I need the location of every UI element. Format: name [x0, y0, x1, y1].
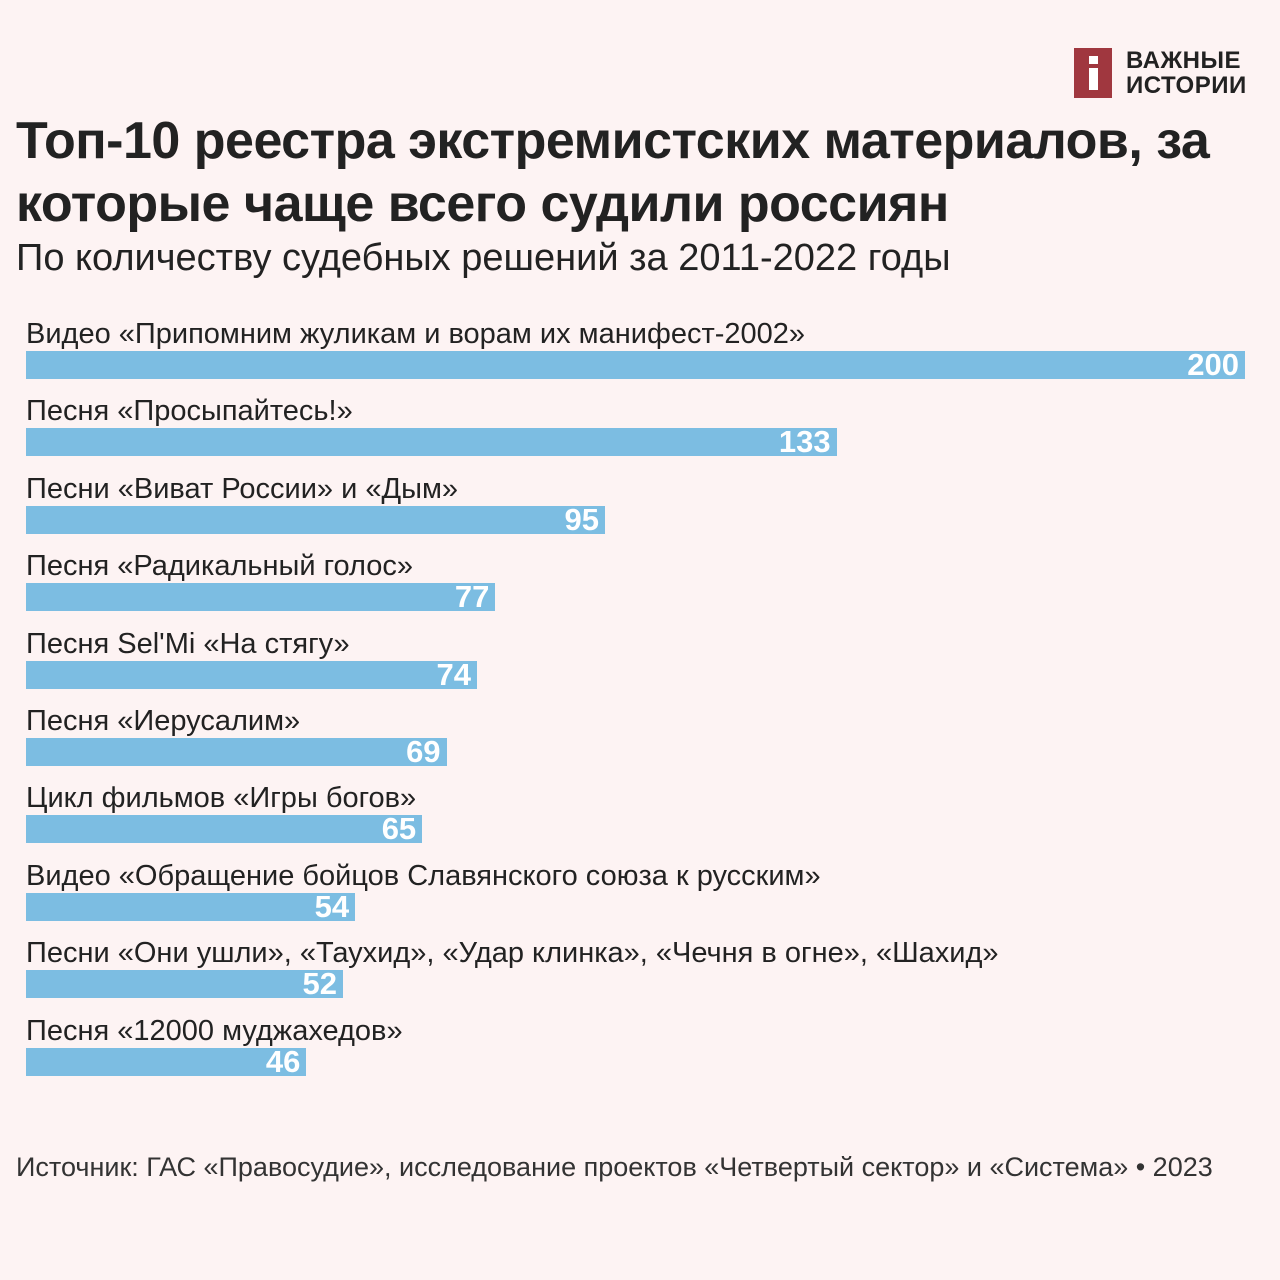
category-label: Песня «Просыпайтесь!» — [26, 395, 353, 428]
category-label: Песня «Радикальный голос» — [26, 550, 414, 583]
logo: ВАЖНЫЕ ИСТОРИИ — [1074, 48, 1247, 98]
category-label: Песня «12000 муджахедов» — [26, 1014, 403, 1047]
category-label: Песня «Иерусалим» — [26, 705, 301, 737]
bar: 69 — [26, 734, 447, 769]
value-label: 52 — [302, 966, 337, 1002]
chart-subtitle: По количеству судебных решений за 2011-2… — [16, 237, 951, 279]
category-label: Песня Sel'Mi «На стягу» — [26, 627, 350, 660]
value-label: 46 — [265, 1043, 301, 1079]
bar: 95 — [26, 501, 606, 537]
category-label: Песни «Виват России» и «Дым» — [26, 472, 459, 505]
bar: 52 — [26, 966, 343, 1002]
bar: 65 — [26, 811, 423, 847]
chart-title: Топ-10 реестра экстремистских материалов… — [16, 112, 1210, 233]
source-note: Источник: ГАС «Правосудие», исследование… — [16, 1152, 1213, 1182]
value-label: 65 — [381, 811, 417, 847]
value-label: 54 — [314, 888, 350, 924]
value-label: 133 — [778, 424, 831, 460]
category-label: Песни «Они ушли», «Таухид», «Удар клинка… — [26, 937, 999, 970]
bar: 74 — [26, 656, 478, 692]
category-label: Видео «Припомним жуликам и ворам их мани… — [26, 318, 806, 350]
bar: 133 — [26, 424, 837, 460]
value-label: 74 — [436, 656, 472, 692]
bar: 54 — [26, 888, 356, 924]
value-label: 69 — [406, 734, 441, 769]
category-label: Видео «Обращение бойцов Славянского союз… — [26, 859, 821, 892]
logo-line1: ВАЖНЫЕ — [1126, 47, 1241, 74]
value-label: 95 — [564, 501, 600, 537]
bar: 77 — [26, 579, 496, 615]
logo-line2: ИСТОРИИ — [1126, 72, 1247, 99]
category-label: Цикл фильмов «Игры богов» — [26, 782, 417, 815]
value-label: 77 — [454, 579, 490, 615]
logo-i-icon — [1074, 48, 1112, 98]
bar: 46 — [26, 1043, 307, 1079]
value-label: 200 — [1187, 347, 1239, 382]
bar: 200 — [26, 347, 1245, 382]
